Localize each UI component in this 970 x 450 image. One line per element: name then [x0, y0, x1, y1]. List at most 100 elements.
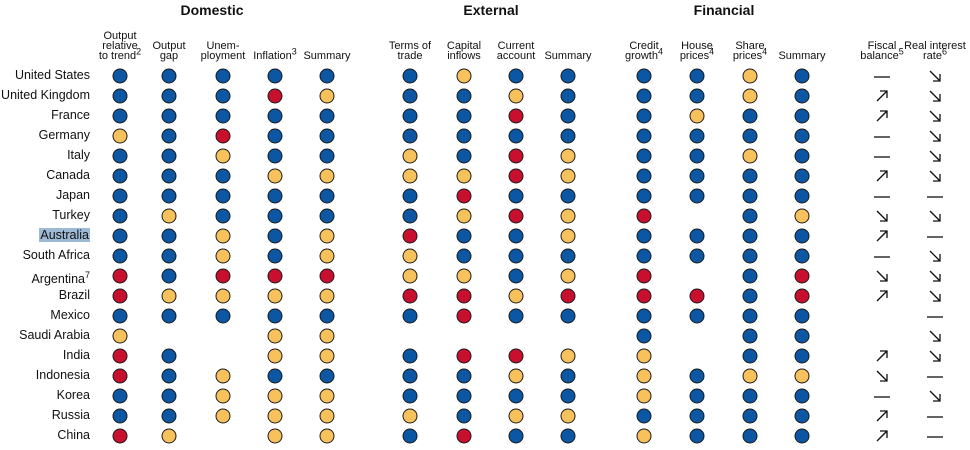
dot-share: [742, 148, 758, 164]
dot-fin_sum: [794, 268, 810, 284]
dot-infl: [267, 68, 283, 84]
dot-cap: [456, 408, 472, 424]
dot-tot: [402, 408, 418, 424]
dot-out_gap: [161, 188, 177, 204]
country-name: United Kingdom: [1, 88, 90, 102]
dot-credit: [636, 188, 652, 204]
dot-credit: [636, 248, 652, 264]
dot-dom_sum: [319, 188, 335, 204]
dot-out_gap: [161, 388, 177, 404]
dot-unemp: [215, 288, 231, 304]
arrow-shaft: [929, 270, 941, 282]
country-name: Korea: [56, 388, 90, 402]
arrow-head: [880, 274, 888, 282]
dot-fin_sum: [794, 188, 810, 204]
dot-fin_sum: [794, 408, 810, 424]
country-name: Russia: [51, 408, 90, 422]
dot-house: [689, 188, 705, 204]
dot-house: [689, 308, 705, 324]
dot-credit: [636, 348, 652, 364]
dot-unemp: [215, 268, 231, 284]
dot-credit: [636, 148, 652, 164]
arrow-head: [933, 94, 941, 102]
dot-tot: [402, 388, 418, 404]
dot-ext_sum: [560, 168, 576, 184]
dot-dom_sum: [319, 168, 335, 184]
dot-house: [689, 108, 705, 124]
trend-down-icon: [929, 90, 941, 102]
country-name: Saudi Arabia: [19, 328, 90, 342]
trend-down-icon: [929, 330, 941, 342]
dot-dom_sum: [319, 88, 335, 104]
dot-tot: [402, 108, 418, 124]
dot-credit: [636, 68, 652, 84]
dot-fin_sum: [794, 68, 810, 84]
dot-share: [742, 428, 758, 444]
column-header-label: Real interest rate: [904, 40, 966, 62]
column-header-footnote: 4: [658, 46, 664, 57]
dot-fin_sum: [794, 368, 810, 384]
dot-cap: [456, 128, 472, 144]
country-name: Australia: [39, 228, 90, 242]
dot-dom_sum: [319, 148, 335, 164]
country-label: United Kingdom: [0, 88, 90, 102]
dot-out_trend: [112, 228, 128, 244]
dot-fin_sum: [794, 108, 810, 124]
dot-unemp: [215, 408, 231, 424]
dot-dom_sum: [319, 308, 335, 324]
dot-house: [689, 368, 705, 384]
arrow-head: [933, 354, 941, 362]
country-name: Japan: [55, 188, 90, 202]
dot-out_gap: [161, 128, 177, 144]
column-header-label: Inflation: [253, 50, 292, 62]
dot-credit: [636, 368, 652, 384]
arrow-head: [933, 174, 941, 182]
arrow-head: [933, 154, 941, 162]
dot-cap: [456, 188, 472, 204]
dot-unemp: [215, 88, 231, 104]
dot-unemp: [215, 208, 231, 224]
dot-fin_sum: [794, 388, 810, 404]
trend-down-icon: [929, 110, 941, 122]
dot-ca: [508, 288, 524, 304]
dot-ext_sum: [560, 408, 576, 424]
column-header-share: Share prices4: [719, 40, 781, 62]
dot-ca: [508, 348, 524, 364]
dot-credit: [636, 168, 652, 184]
dot-infl: [267, 388, 283, 404]
dot-dom_sum: [319, 108, 335, 124]
column-header-footnote: 3: [291, 46, 297, 57]
dot-out_gap: [161, 268, 177, 284]
column-header-cap: Capital inflows: [433, 41, 495, 62]
dot-cap: [456, 88, 472, 104]
column-header-label: Output relative to trend: [98, 30, 138, 62]
dot-tot: [402, 428, 418, 444]
group-title-financial: Financial: [693, 2, 755, 18]
dot-tot: [402, 308, 418, 324]
arrow-head: [933, 274, 941, 282]
dot-out_gap: [161, 208, 177, 224]
column-header-label: Share prices: [732, 40, 765, 62]
dot-ca: [508, 308, 524, 324]
dot-out_trend: [112, 368, 128, 384]
dot-out_gap: [161, 108, 177, 124]
country-name: China: [57, 428, 90, 442]
dot-ext_sum: [560, 128, 576, 144]
arrow-head: [880, 110, 888, 118]
dot-out_trend: [112, 188, 128, 204]
arrow-shaft: [876, 290, 888, 302]
dot-ca: [508, 108, 524, 124]
column-header-fin_sum: Summary: [771, 51, 833, 62]
dot-out_gap: [161, 248, 177, 264]
dot-fin_sum: [794, 348, 810, 364]
dot-ext_sum: [560, 88, 576, 104]
dot-infl: [267, 228, 283, 244]
dot-out_trend: [112, 308, 128, 324]
arrow-shaft: [876, 210, 888, 222]
country-label: United States: [0, 68, 90, 82]
dot-cap: [456, 248, 472, 264]
dot-infl: [267, 428, 283, 444]
dot-credit: [636, 108, 652, 124]
arrow-head: [880, 230, 888, 238]
dot-unemp: [215, 388, 231, 404]
